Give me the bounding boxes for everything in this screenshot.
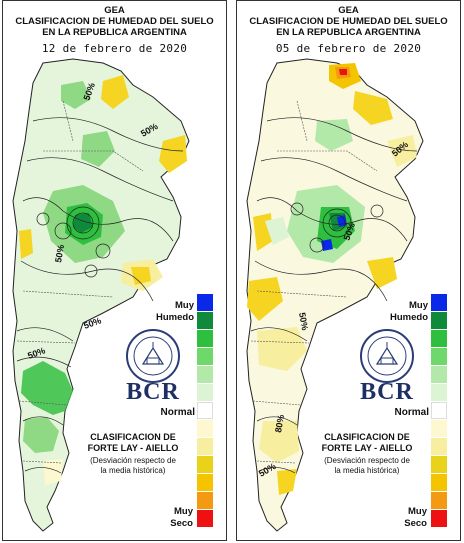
legend-swatch-muy-seco [431, 510, 447, 528]
legend-muy-humedo-label: Muy Humedo [382, 300, 428, 324]
classification-title-line: CLASIFICACION DE [90, 432, 176, 442]
legend-swatch-humedo-2 [431, 330, 447, 348]
map-date: 12 de febrero de 2020 [41, 42, 188, 55]
legend-swatch-normal-humedo [431, 384, 447, 402]
map-title: GEA CLASIFICACION DE HUMEDAD DEL SUELO E… [3, 5, 226, 38]
classification-note-line: la media histórica) [334, 466, 400, 475]
legend-swatch-muy-seco [197, 510, 213, 528]
title-line: EN LA REPUBLICA ARGENTINA [42, 27, 187, 38]
legend-swatch-levemente-seco [431, 438, 447, 456]
legend-text: Humedo [156, 312, 194, 323]
legend-swatch-levemente-seco [197, 438, 213, 456]
legend-swatch-normal [431, 402, 447, 420]
patagonia-humid-area [21, 361, 73, 415]
title-line: CLASIFICACION DE HUMEDAD DEL SUELO [15, 16, 214, 27]
legend-color-bar [431, 294, 447, 532]
dry-area-south [247, 277, 283, 321]
legend-swatch-seco-3 [431, 492, 447, 510]
legend-muy-humedo-label: Muy Humedo [148, 300, 194, 324]
classification-note-line: (Desviación respecto de [90, 456, 176, 465]
legend-normal-label: Normal [160, 407, 195, 418]
classification-title: CLASIFICACION DE FORTE LAY - AIELLO [77, 432, 189, 454]
legend-swatch-normal-humedo [197, 384, 213, 402]
contour-label: 80% [273, 414, 286, 433]
classification-title-line: CLASIFICACION DE [324, 432, 410, 442]
legend-text: Muy [175, 300, 194, 311]
legend-text: Seco [170, 518, 193, 529]
legend-text: Muy [409, 300, 428, 311]
legend-swatch-humedo-3 [431, 312, 447, 330]
contour-label: 50% [297, 312, 310, 331]
legend-swatch-normal-seco [431, 420, 447, 438]
classification-note-line: (Desviación respecto de [324, 456, 410, 465]
title-line: GEA [338, 5, 359, 16]
argentina-map: 50% 50% 50% 50% 50% [12, 58, 190, 532]
legend-swatch-humedo-2 [197, 330, 213, 348]
dry-area-north [101, 75, 129, 109]
classification-note: (Desviación respecto de la media históri… [77, 456, 189, 476]
classification-title-line: FORTE LAY - AIELLO [87, 443, 179, 453]
legend-text: Muy [174, 506, 193, 517]
legend-text: Humedo [390, 312, 428, 323]
classification-title-line: FORTE LAY - AIELLO [321, 443, 413, 453]
map-panel-left: 50% 50% 50% 50% 50% GEA CLASIFICACION DE… [2, 0, 227, 541]
classification-note-line: la media histórica) [100, 466, 166, 475]
legend-swatch-seco-1 [197, 456, 213, 474]
title-line: CLASIFICACION DE HUMEDAD DEL SUELO [249, 16, 448, 27]
legend-swatch-normal [197, 402, 213, 420]
classification-title: CLASIFICACION DE FORTE LAY - AIELLO [311, 432, 423, 454]
legend-swatch-seco-1 [431, 456, 447, 474]
legend-text: Muy [408, 506, 427, 517]
legend-muy-seco-label: Muy Seco [387, 506, 427, 530]
legend-swatch-normal-seco [197, 420, 213, 438]
contour-label: 50% [53, 244, 66, 263]
bcr-logo-text: BCR [126, 379, 180, 405]
map-date: 05 de febrero de 2020 [275, 42, 422, 55]
argentina-map: 50% 50% 50% 80% 50% [246, 58, 424, 532]
title-line: GEA [104, 5, 125, 16]
legend-text: Seco [404, 518, 427, 529]
map-panel-right: 50% 50% 50% 80% 50% GEA CLASIFICACION DE… [236, 0, 461, 541]
legend-swatch-humedo-1 [197, 348, 213, 366]
bcr-logo-text: BCR [360, 379, 414, 405]
legend-muy-seco-label: Muy Seco [153, 506, 193, 530]
map-title: GEA CLASIFICACION DE HUMEDAD DEL SUELO E… [237, 5, 460, 38]
classification-note: (Desviación respecto de la media históri… [311, 456, 423, 476]
legend-swatch-levemente-humedo [431, 366, 447, 384]
legend-swatch-seco-2 [431, 474, 447, 492]
legend-color-bar [197, 294, 213, 532]
legend-swatch-seco-2 [197, 474, 213, 492]
bcr-seal-logo [360, 329, 414, 383]
legend-swatch-muy-humedo [197, 294, 213, 312]
legend-swatch-muy-humedo [431, 294, 447, 312]
title-line: EN LA REPUBLICA ARGENTINA [276, 27, 421, 38]
legend-swatch-humedo-1 [431, 348, 447, 366]
legend-normal-label: Normal [394, 407, 429, 418]
bcr-seal-logo [126, 329, 180, 383]
legend-swatch-levemente-humedo [197, 366, 213, 384]
legend-swatch-seco-3 [197, 492, 213, 510]
legend-swatch-humedo-3 [197, 312, 213, 330]
